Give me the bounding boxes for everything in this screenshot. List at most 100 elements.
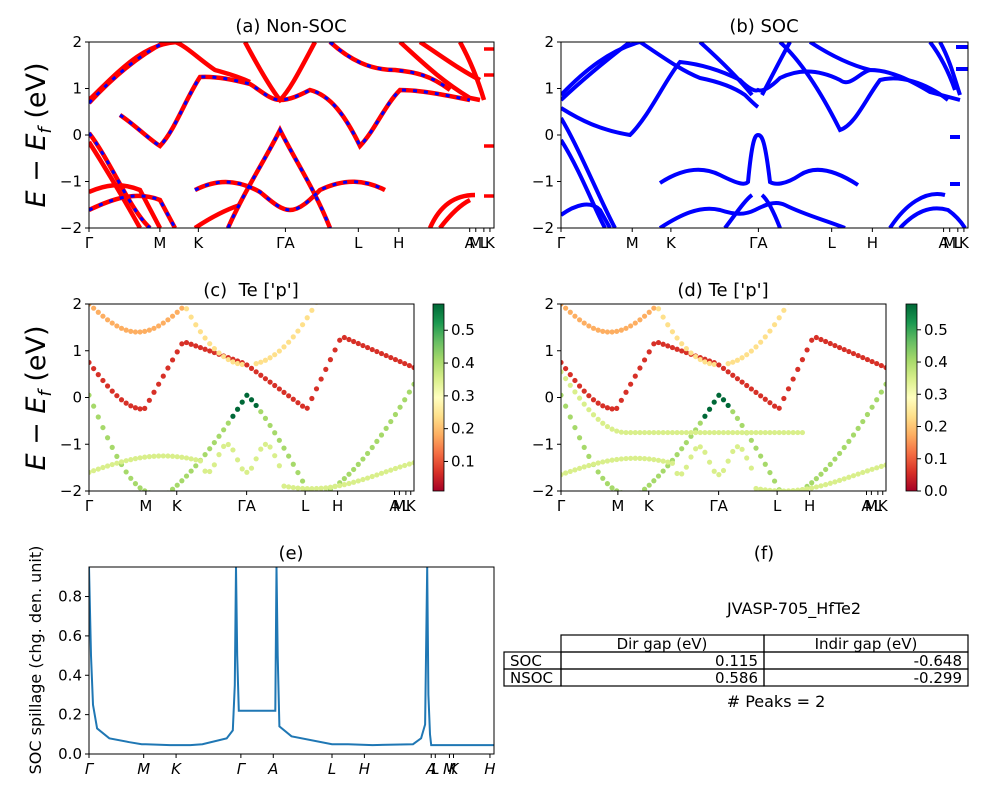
projected-band-point [374, 472, 380, 478]
projected-band-point [586, 453, 592, 459]
projected-band-point [253, 402, 259, 409]
x-tick-label: L [431, 760, 439, 778]
projected-band-point [193, 343, 199, 349]
projected-band-point [693, 353, 699, 360]
x-tick-label: M [393, 497, 406, 515]
projected-band-point [142, 405, 148, 411]
projected-band-point [572, 313, 578, 319]
y-tick-label: 1 [544, 342, 554, 360]
projected-band-point [188, 341, 194, 347]
y-tick-label: 2 [544, 33, 554, 51]
projected-band-point [411, 381, 414, 387]
projected-band-point [332, 347, 338, 353]
projected-band-point [230, 413, 236, 419]
projected-band-point [248, 465, 255, 471]
projected-band-point [785, 429, 792, 436]
table-col-header: Dir gap (eV) [617, 635, 708, 653]
projected-band-point [239, 466, 245, 472]
projected-band-point [600, 475, 606, 481]
projected-band-point [327, 357, 334, 363]
projected-band-point [581, 388, 587, 394]
panel-e-frame [88, 566, 495, 755]
projected-band-point [855, 425, 861, 431]
projected-band-point [614, 328, 620, 334]
projected-band-point [295, 400, 301, 406]
band-curve [118, 74, 471, 150]
y-tick-label: 0.6 [58, 627, 82, 645]
projected-band-point [216, 433, 222, 439]
projected-band-point [785, 386, 792, 392]
projected-band-point [725, 429, 731, 436]
table-cell: 0.586 [715, 669, 758, 687]
projected-band-point [388, 418, 394, 425]
projected-band-point [378, 432, 385, 438]
projected-band-point [299, 322, 306, 328]
y-tick-label: −1 [532, 435, 554, 453]
projected-band-point [89, 469, 92, 475]
panel-a-title: (a) Non-SOC [235, 16, 346, 37]
projected-band-point [267, 379, 273, 385]
projected-band-point [225, 441, 231, 448]
projected-band-point [364, 450, 371, 457]
projected-band-point [641, 429, 648, 436]
projected-band-point [618, 429, 624, 435]
projected-band-point [211, 346, 217, 352]
x-tick-label: A [425, 760, 436, 778]
projected-band-point [216, 452, 222, 458]
projected-band-point [637, 365, 643, 371]
projected-band-point [378, 470, 385, 476]
projected-band-point [309, 486, 315, 491]
projected-band-point [95, 372, 101, 378]
projected-band-point [730, 448, 736, 455]
projected-band-point [655, 457, 662, 463]
projected-band-point [702, 429, 708, 436]
projected-band-point [767, 429, 773, 436]
projected-band-point [337, 337, 343, 343]
colorbar-tick-label: 0.3 [451, 387, 475, 405]
projected-band-point [179, 341, 185, 347]
projected-band-point [827, 340, 833, 347]
y-axis-label-row1: E − Ef (eV) [21, 63, 56, 208]
projected-band-point [869, 404, 875, 410]
colorbar-tick-label: 0.1 [924, 450, 948, 468]
projected-band-point [341, 476, 347, 482]
y-tick-label: −1 [60, 435, 82, 453]
band-curve [89, 42, 181, 102]
projected-band-point [91, 305, 97, 311]
projected-band-point [100, 424, 106, 431]
panel-a: (a) Non-SOC [60, 16, 496, 252]
panel-e: (e) 0.00.20.40.60.8 Γ M K Γ A L H AL MK H SOC spi… [26, 543, 496, 778]
y-tick-label: 0.4 [58, 666, 82, 684]
projected-band-point [207, 348, 213, 354]
projected-band-point [561, 472, 564, 478]
projected-band-point [563, 470, 569, 476]
projected-band-point [272, 382, 278, 389]
projected-band-point [114, 393, 120, 399]
projected-band-point [132, 329, 139, 335]
projected-band-point [281, 445, 287, 451]
x-tick-label: Γ [237, 760, 247, 778]
projected-band-point [146, 454, 152, 460]
panel-d-y-axis: −2 −1 0 1 2 [532, 295, 561, 500]
projected-band-point [142, 454, 148, 460]
projected-band-point [609, 329, 615, 335]
projected-band-point [374, 438, 380, 444]
x-tick-label: A [465, 234, 476, 252]
colorbar-tick-label: 0.2 [924, 418, 948, 436]
projected-band-point [753, 485, 759, 491]
projected-band-point [286, 339, 292, 345]
projected-band-point [109, 388, 115, 394]
projected-band-point [864, 468, 871, 474]
x-tick-label: H [867, 234, 878, 252]
projected-band-point [369, 346, 375, 353]
projected-band-point [790, 429, 796, 436]
band-curve-overlay [119, 75, 471, 149]
table-row-label: NSOC [510, 669, 553, 687]
x-tick-label: M [139, 497, 152, 515]
projected-band-point [369, 444, 375, 451]
projected-band-point [332, 483, 338, 490]
projected-band-point [758, 453, 764, 459]
x-tick-label: K [644, 497, 655, 515]
projected-band-point [855, 471, 861, 477]
